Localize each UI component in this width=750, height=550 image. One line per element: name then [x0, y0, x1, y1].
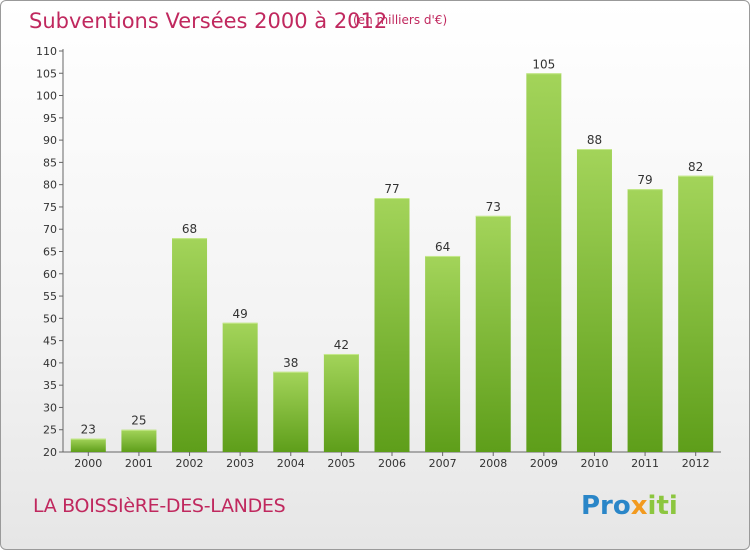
y-tick-label: 65: [43, 246, 57, 259]
data-label-2003: 49: [233, 307, 248, 321]
data-label-2008: 73: [486, 200, 501, 214]
data-label-2001: 25: [131, 414, 146, 428]
bar-2012: [678, 175, 714, 452]
x-tick-label-2000: 2000: [74, 457, 102, 470]
data-label-2010: 88: [587, 133, 602, 147]
bar-2010: [576, 149, 612, 452]
y-tick-label: 90: [43, 134, 57, 147]
y-tick-label: 85: [43, 156, 57, 169]
y-tick-label: 80: [43, 179, 57, 192]
x-tick-label-2002: 2002: [176, 457, 204, 470]
data-label-2007: 64: [435, 240, 450, 254]
x-tick-label-2007: 2007: [429, 457, 457, 470]
logo-part-iti: iti: [647, 491, 678, 521]
y-tick-label: 105: [36, 67, 57, 80]
y-tick-label: 55: [43, 290, 57, 303]
y-tick-label: 70: [43, 223, 57, 236]
x-tick-label-2012: 2012: [682, 457, 710, 470]
proxiti-logo: Proxiti: [581, 491, 678, 521]
y-tick-label: 40: [43, 357, 57, 370]
bar-2006: [374, 198, 410, 452]
data-label-2006: 77: [384, 182, 399, 196]
y-tick-label: 60: [43, 268, 57, 281]
x-tick-label-2010: 2010: [580, 457, 608, 470]
y-tick-label: 20: [43, 446, 57, 459]
x-tick-label-2011: 2011: [631, 457, 659, 470]
data-label-2009: 105: [532, 57, 555, 71]
chart-subtitle: (en milliers d'€): [353, 13, 448, 27]
data-label-2012: 82: [688, 160, 703, 174]
x-tick-label-2005: 2005: [327, 457, 355, 470]
x-tick-label-2006: 2006: [378, 457, 406, 470]
bar-2009: [526, 73, 562, 453]
data-label-2011: 79: [637, 173, 652, 187]
y-tick-label: 110: [36, 45, 57, 58]
data-label-2002: 68: [182, 222, 197, 236]
x-tick-label-2003: 2003: [226, 457, 254, 470]
bar-2002: [172, 238, 208, 452]
bar-2007: [425, 255, 461, 452]
y-tick-label: 75: [43, 201, 57, 214]
y-tick-label: 50: [43, 312, 57, 325]
place-name: LA BOISSIèRE-DES-LANDES: [33, 495, 286, 517]
x-tick-label-2001: 2001: [125, 457, 153, 470]
y-tick-label: 35: [43, 379, 57, 392]
bar-2003: [222, 322, 258, 452]
data-label-2005: 42: [334, 338, 349, 352]
y-tick-label: 25: [43, 424, 57, 437]
x-tick-label-2009: 2009: [530, 457, 558, 470]
logo-part-x: x: [630, 491, 648, 521]
bar-2000: [70, 438, 106, 452]
data-label-2000: 23: [81, 423, 96, 437]
y-tick-label: 45: [43, 335, 57, 348]
y-tick-label: 30: [43, 401, 57, 414]
x-tick-label-2004: 2004: [277, 457, 305, 470]
bar-2004: [273, 371, 309, 452]
bar-2001: [121, 429, 157, 452]
bar-2008: [475, 215, 511, 452]
bar-2011: [627, 189, 663, 452]
x-tick-label-2008: 2008: [479, 457, 507, 470]
logo-part-pro: Pro: [581, 491, 631, 521]
data-label-2004: 38: [283, 356, 298, 370]
chart-title: Subventions Versées 2000 à 2012: [29, 9, 388, 33]
y-tick-label: 95: [43, 112, 57, 125]
y-tick-label: 100: [36, 90, 57, 103]
bar-2005: [323, 353, 359, 452]
